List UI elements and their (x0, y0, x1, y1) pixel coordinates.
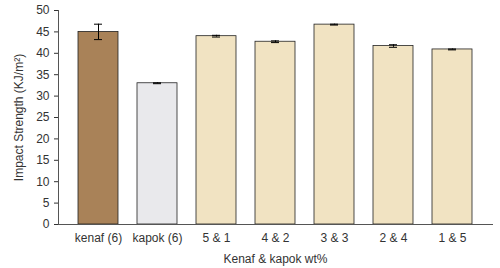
svg-text:2 & 4: 2 & 4 (379, 231, 407, 245)
svg-text:25: 25 (36, 110, 50, 124)
svg-text:Impact Strength (KJ/m²): Impact Strength (KJ/m²) (12, 54, 26, 181)
svg-text:10: 10 (36, 175, 50, 189)
svg-text:1 & 5: 1 & 5 (438, 231, 466, 245)
svg-text:40: 40 (36, 46, 50, 60)
svg-text:kapok (6): kapok (6) (132, 231, 182, 245)
svg-text:20: 20 (36, 132, 50, 146)
svg-text:30: 30 (36, 89, 50, 103)
svg-text:35: 35 (36, 68, 50, 82)
svg-text:5 & 1: 5 & 1 (202, 231, 230, 245)
svg-text:0: 0 (43, 217, 50, 231)
svg-text:5: 5 (43, 196, 50, 210)
svg-text:kenaf (6): kenaf (6) (75, 231, 122, 245)
svg-text:45: 45 (36, 25, 50, 39)
svg-text:3 & 3: 3 & 3 (320, 231, 348, 245)
svg-text:Kenaf & kapok wt%: Kenaf & kapok wt% (223, 252, 327, 266)
svg-text:50: 50 (36, 3, 50, 17)
svg-text:4 & 2: 4 & 2 (261, 231, 289, 245)
svg-text:15: 15 (36, 153, 50, 167)
